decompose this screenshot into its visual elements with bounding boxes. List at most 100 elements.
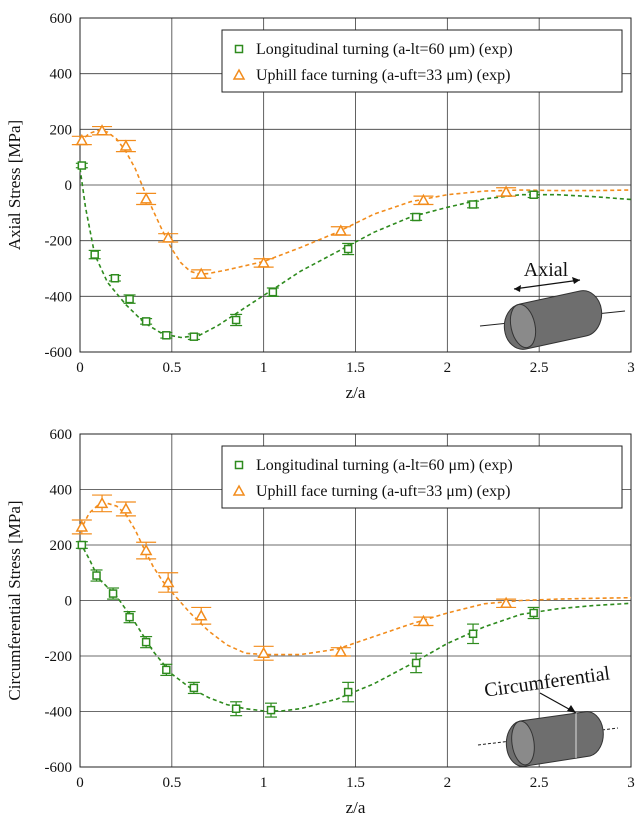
circumferential-y-axis-label: Circumferential Stress [MPa] xyxy=(5,500,24,700)
circumferential-y-tick-label: -600 xyxy=(45,760,73,776)
axial-point-longitudinal xyxy=(162,331,171,340)
axial-x-tick-label: 2 xyxy=(444,360,452,376)
circumferential-x-axis-label: z/a xyxy=(346,798,366,817)
circumferential-fit-curve-uphill xyxy=(79,502,632,656)
circumferential-point-longitudinal xyxy=(141,637,151,647)
circumferential-point-longitudinal xyxy=(231,704,241,713)
axial-legend: Longitudinal turning (a-lt=60 μm) (exp) … xyxy=(221,29,623,93)
axial-y-tick-label: -200 xyxy=(45,234,73,250)
axial-y-tick-label: 600 xyxy=(50,11,73,27)
circumferential-y-tick-label: 200 xyxy=(50,538,73,554)
axial-legend-marker-uphill xyxy=(232,68,246,80)
circumferential-point-uphill xyxy=(334,645,348,657)
circumferential-y-tick-label: -200 xyxy=(45,649,73,665)
circumferential-data-points xyxy=(71,494,540,718)
axial-point-longitudinal xyxy=(125,294,134,304)
circumferential-x-tick-label: 2 xyxy=(444,775,452,791)
axial-point-longitudinal xyxy=(90,250,99,259)
axial-arrow xyxy=(513,279,581,290)
axial-point-uphill xyxy=(161,231,175,243)
circumferential-x-tick-label: 2.5 xyxy=(530,775,549,791)
circumferential-x-tick-label: 3 xyxy=(627,775,635,791)
axial-point-longitudinal xyxy=(343,244,353,254)
axial-point-longitudinal xyxy=(468,200,478,209)
axial-data-points xyxy=(71,124,540,341)
axial-stress-chart: 0 0.5 1 1.5 2 2.5 3 600 400 200 0 -200 -400 -600 z/a… xyxy=(5,11,635,402)
axial-y-tick-label: 200 xyxy=(50,122,73,138)
circumferential-point-uphill xyxy=(75,520,89,532)
axial-x-tick-label: 3 xyxy=(627,360,635,376)
axial-legend-marker-longitudinal xyxy=(234,44,244,54)
axial-point-longitudinal xyxy=(110,273,120,283)
axial-y-tick-label: 0 xyxy=(65,178,73,194)
axial-x-tick-labels: 0 0.5 1 1.5 2 2.5 3 xyxy=(76,360,635,376)
circumferential-point-longitudinal xyxy=(162,665,171,675)
axial-x-tick-label: 1 xyxy=(260,360,268,376)
circumferential-point-uphill xyxy=(257,646,270,658)
axial-fit-curve-uphill xyxy=(79,129,632,275)
axial-arrowhead-left xyxy=(514,285,521,292)
axial-point-uphill xyxy=(139,192,153,204)
axial-y-tick-label: 400 xyxy=(50,67,73,83)
circumferential-legend: Longitudinal turning (a-lt=60 μm) (exp) … xyxy=(221,445,623,509)
axial-point-uphill xyxy=(95,124,109,136)
axial-point-uphill xyxy=(119,139,133,151)
circumferential-inset-label: Circumferential xyxy=(483,662,612,701)
circumferential-legend-box xyxy=(221,445,623,509)
axial-point-uphill xyxy=(257,256,270,268)
axial-cylinder-inset: Axial xyxy=(479,259,626,350)
axial-fit-curves xyxy=(79,129,632,339)
axial-y-axis-label: Axial Stress [MPa] xyxy=(5,120,24,250)
axial-y-tick-label: -600 xyxy=(45,345,73,361)
circumferential-y-tick-label: -400 xyxy=(45,705,73,721)
circumferential-point-uphill xyxy=(417,614,430,627)
circumferential-stress-chart: 0 0.5 1 1.5 2 2.5 3 600 400 200 0 -200 -400 -600 z/a… xyxy=(5,427,635,817)
circumferential-y-tick-labels: 600 400 200 0 -200 -400 -600 xyxy=(45,427,73,776)
circumferential-point-longitudinal xyxy=(468,629,478,639)
axial-point-uphill xyxy=(417,193,430,206)
circumferential-plot-frame xyxy=(79,433,632,768)
circumferential-point-uphill xyxy=(161,575,175,588)
axial-arrowhead-right xyxy=(572,277,580,284)
circumferential-y-tick-label: 0 xyxy=(65,594,73,610)
axial-y-tick-label: -400 xyxy=(45,289,73,305)
circumferential-point-uphill xyxy=(499,596,513,609)
axial-plot-frame xyxy=(79,17,632,353)
circumferential-point-uphill xyxy=(194,609,208,621)
axial-point-longitudinal xyxy=(529,190,538,199)
circumferential-legend-marker-longitudinal xyxy=(234,460,244,470)
axial-point-longitudinal xyxy=(411,212,421,222)
axial-x-tick-label: 2.5 xyxy=(530,360,549,376)
circumferential-legend-marker-uphill xyxy=(232,484,246,496)
circumferential-arrowhead xyxy=(567,705,576,713)
axial-point-uphill xyxy=(499,185,513,197)
axial-point-longitudinal xyxy=(77,161,87,170)
axial-x-tick-label: 0.5 xyxy=(162,360,181,376)
axial-x-tick-label: 1.5 xyxy=(346,360,365,376)
axial-point-longitudinal xyxy=(141,317,151,326)
axial-point-uphill xyxy=(334,224,348,236)
circumferential-point-longitudinal xyxy=(343,687,353,697)
circumferential-cylinder-inset: Circumferential xyxy=(477,662,619,767)
circumferential-legend-label-longitudinal: Longitudinal turning (a-lt=60 μm) (exp) xyxy=(256,457,513,474)
circumferential-cylinder-end xyxy=(511,720,535,766)
circumferential-point-longitudinal xyxy=(125,612,134,622)
axial-fit-curve-longitudinal xyxy=(79,168,632,339)
circumferential-point-longitudinal xyxy=(189,683,199,693)
circumferential-point-uphill xyxy=(139,544,153,556)
circumferential-point-longitudinal xyxy=(266,705,276,715)
circumferential-point-longitudinal xyxy=(411,658,421,668)
circumferential-point-longitudinal xyxy=(77,540,87,550)
axial-point-uphill xyxy=(75,133,89,146)
circumferential-point-longitudinal xyxy=(108,589,118,598)
circumferential-y-tick-label: 600 xyxy=(50,427,73,443)
circumferential-x-tick-labels: 0 0.5 1 1.5 2 2.5 3 xyxy=(76,775,635,791)
axial-inset-label: Axial xyxy=(524,259,569,281)
axial-x-tick-label: 0 xyxy=(76,360,84,376)
axial-point-uphill xyxy=(194,267,208,279)
circumferential-point-uphill xyxy=(95,496,109,509)
axial-y-tick-labels: 600 400 200 0 -200 -400 -600 xyxy=(45,11,73,361)
circumferential-y-tick-label: 400 xyxy=(50,483,73,499)
circumferential-point-longitudinal xyxy=(529,608,538,618)
